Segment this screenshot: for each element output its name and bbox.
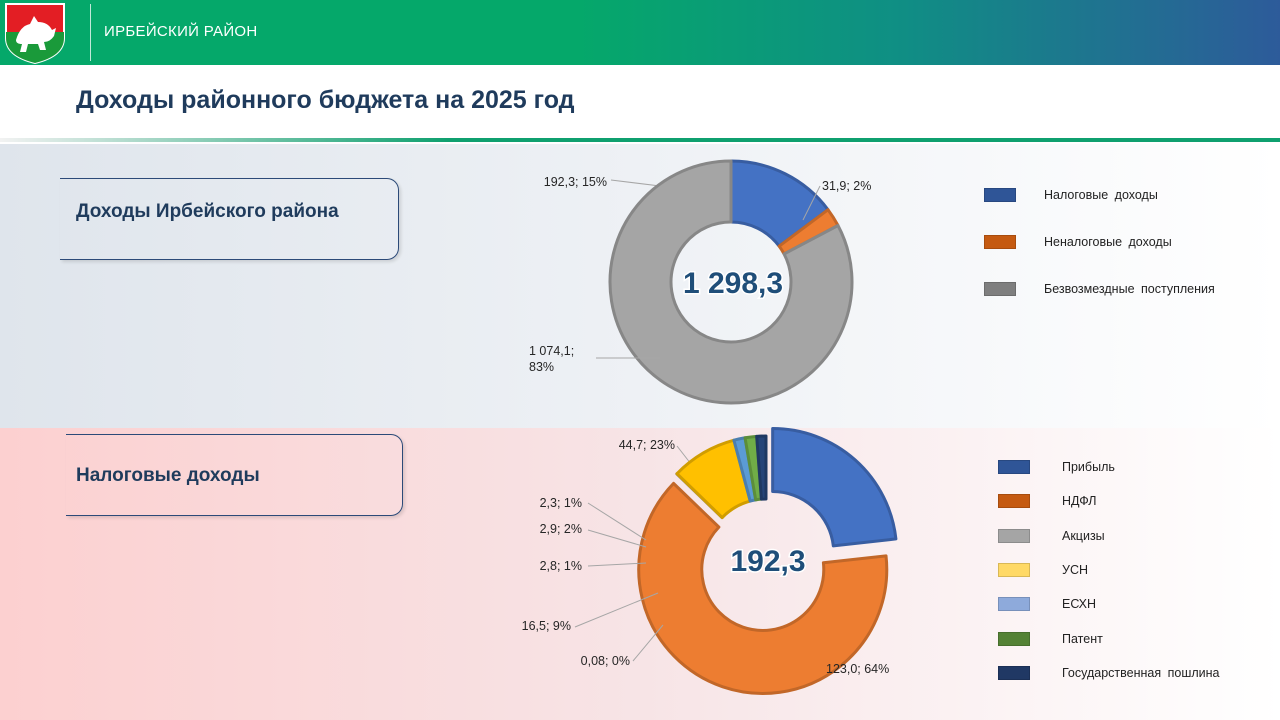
legend-label: Патент <box>1062 631 1103 646</box>
legend-label: Налоговые доходы <box>1044 188 1158 202</box>
donut-slice-ndfl <box>637 481 889 695</box>
data-label: 2,8; 1% <box>540 559 582 573</box>
legend-label: Безвозмездные поступления <box>1044 282 1215 296</box>
data-label: 31,9; 2% <box>822 179 871 193</box>
leader-line <box>802 185 821 221</box>
donut-slice-bezvozmezdnye-postupleniya <box>608 159 854 405</box>
legend-label: НДФЛ <box>1062 494 1097 509</box>
data-label: 2,9; 2% <box>540 522 582 536</box>
leader-line <box>632 624 664 662</box>
leader-line <box>610 179 661 187</box>
legend-label: Неналоговые доходы <box>1044 235 1172 249</box>
leader-line <box>587 562 647 567</box>
donut-total: 192,3 <box>730 545 805 578</box>
donut-slice-pribyl <box>771 427 898 548</box>
region-name: ИРБЕЙСКИЙ РАЙОН <box>104 23 258 40</box>
data-label: 44,7; 23% <box>619 438 675 452</box>
section-income-title: Доходы Ирбейского района <box>76 201 339 222</box>
title-underline <box>0 138 1280 142</box>
legend-label: Прибыль <box>1062 460 1115 474</box>
donut-total: 1 298,3 <box>683 267 783 300</box>
data-label: 16,5; 9% <box>522 619 571 633</box>
leader-line <box>587 529 647 548</box>
legend-swatch <box>998 494 1030 509</box>
data-label: 2,3; 1% <box>540 496 582 510</box>
legend-label: Акцизы <box>1062 528 1105 543</box>
legend-swatch <box>998 528 1030 543</box>
data-label: 192,3; 15% <box>544 175 607 189</box>
legend-swatch <box>984 282 1016 296</box>
data-label: 123,0; 64% <box>826 662 889 676</box>
page-title: Доходы районного бюджета на 2025 год <box>76 86 575 114</box>
header-separator <box>90 4 91 61</box>
legend-swatch <box>998 631 1030 646</box>
legend-swatch <box>984 188 1016 202</box>
legend-swatch <box>998 665 1030 680</box>
legend-label: ЕСХН <box>1062 597 1097 612</box>
legend-label: УСН <box>1062 562 1088 577</box>
section-tax-label-box: Налоговые доходы <box>66 434 403 516</box>
section-income-label-box: Доходы Ирбейского района <box>60 178 399 260</box>
legend-swatch <box>998 597 1030 612</box>
legend-swatch <box>984 235 1016 249</box>
leader-line <box>574 592 659 628</box>
coat-of-arms-icon <box>5 3 65 64</box>
leader-line <box>587 502 647 541</box>
legend-label: Государственная пошлина <box>1062 665 1220 680</box>
data-label: 1 074,1; 83% <box>529 344 574 374</box>
legend-swatch <box>998 562 1030 577</box>
data-label: 0,08; 0% <box>581 654 630 668</box>
section-tax-title: Налоговые доходы <box>76 465 260 486</box>
header-bar: ИРБЕЙСКИЙ РАЙОН <box>0 0 1280 65</box>
donut-slice-gosudarstvennaya-poshlina <box>755 434 768 501</box>
legend-swatch <box>998 460 1030 474</box>
